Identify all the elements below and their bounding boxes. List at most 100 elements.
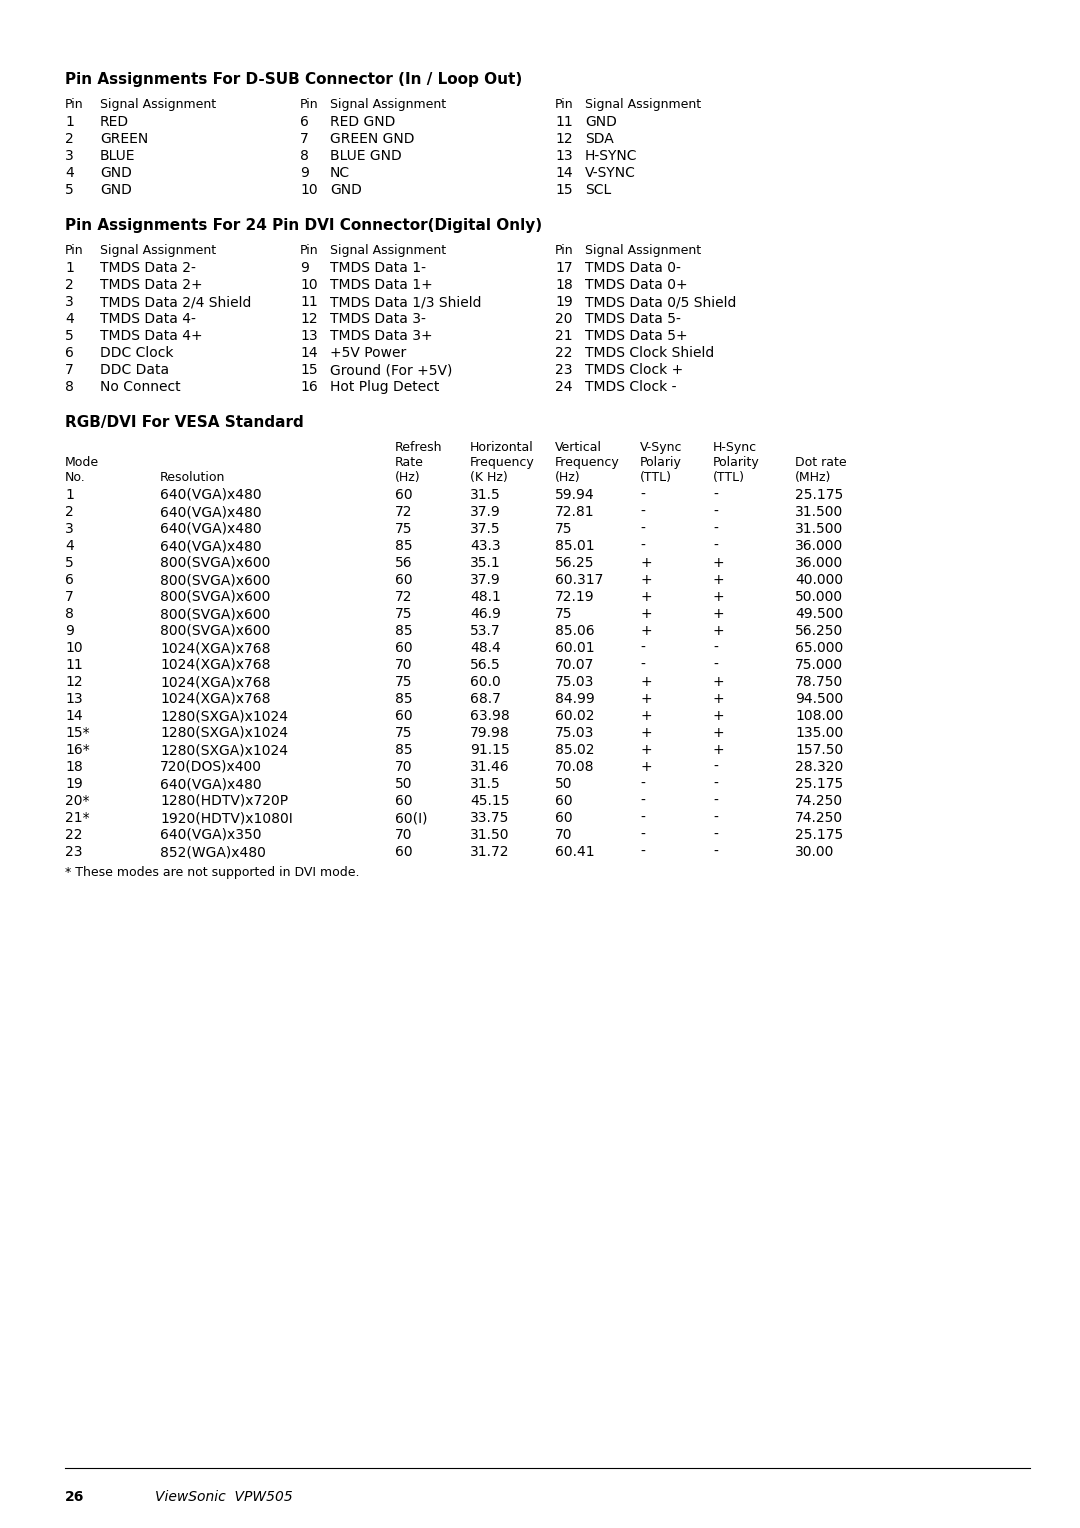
Text: 85: 85 xyxy=(395,743,413,756)
Text: +: + xyxy=(640,556,651,570)
Text: 31.500: 31.500 xyxy=(795,504,843,520)
Text: TMDS Data 2+: TMDS Data 2+ xyxy=(100,278,203,292)
Text: 40.000: 40.000 xyxy=(795,573,843,587)
Text: Dot rate: Dot rate xyxy=(795,455,847,469)
Text: * These modes are not supported in DVI mode.: * These modes are not supported in DVI m… xyxy=(65,866,360,879)
Text: TMDS Data 2-: TMDS Data 2- xyxy=(100,261,195,275)
Text: Signal Assignment: Signal Assignment xyxy=(585,244,701,257)
Text: -: - xyxy=(713,795,718,808)
Text: Pin: Pin xyxy=(300,98,319,112)
Text: 1280(SXGA)x1024: 1280(SXGA)x1024 xyxy=(160,726,288,740)
Text: 78.750: 78.750 xyxy=(795,675,843,689)
Text: 75: 75 xyxy=(395,675,413,689)
Text: 7: 7 xyxy=(65,590,73,604)
Text: DDC Clock: DDC Clock xyxy=(100,345,174,361)
Text: 72.19: 72.19 xyxy=(555,590,595,604)
Text: 640(VGA)x480: 640(VGA)x480 xyxy=(160,778,261,792)
Text: 13: 13 xyxy=(65,692,83,706)
Text: 75: 75 xyxy=(395,726,413,740)
Text: +: + xyxy=(713,726,725,740)
Text: BLUE: BLUE xyxy=(100,150,135,163)
Text: Frequency: Frequency xyxy=(470,455,535,469)
Text: 6: 6 xyxy=(65,573,73,587)
Text: 19: 19 xyxy=(555,295,572,309)
Text: Pin Assignments For 24 Pin DVI Connector(Digital Only): Pin Assignments For 24 Pin DVI Connector… xyxy=(65,219,542,232)
Text: TMDS Clock +: TMDS Clock + xyxy=(585,364,684,377)
Text: +: + xyxy=(713,743,725,756)
Text: 31.5: 31.5 xyxy=(470,487,501,503)
Text: 640(VGA)x480: 640(VGA)x480 xyxy=(160,487,261,503)
Text: -: - xyxy=(713,642,718,656)
Text: RED: RED xyxy=(100,115,130,128)
Text: Ground (For +5V): Ground (For +5V) xyxy=(330,364,453,377)
Text: +: + xyxy=(640,623,651,639)
Text: 6: 6 xyxy=(65,345,73,361)
Text: V-SYNC: V-SYNC xyxy=(585,167,636,180)
Text: ViewSonic  VPW505: ViewSonic VPW505 xyxy=(156,1490,293,1504)
Text: TMDS Data 0-: TMDS Data 0- xyxy=(585,261,680,275)
Text: +: + xyxy=(640,709,651,723)
Text: TMDS Data 3+: TMDS Data 3+ xyxy=(330,329,433,342)
Text: 1: 1 xyxy=(65,487,73,503)
Text: 800(SVGA)x600: 800(SVGA)x600 xyxy=(160,556,270,570)
Text: Pin: Pin xyxy=(65,244,83,257)
Text: 60: 60 xyxy=(395,642,413,656)
Text: 79.98: 79.98 xyxy=(470,726,510,740)
Text: 43.3: 43.3 xyxy=(470,539,501,553)
Text: 60: 60 xyxy=(395,487,413,503)
Text: 15*: 15* xyxy=(65,726,90,740)
Text: 37.5: 37.5 xyxy=(470,523,501,536)
Text: 36.000: 36.000 xyxy=(795,556,843,570)
Text: 56.5: 56.5 xyxy=(470,659,501,672)
Text: 75: 75 xyxy=(395,523,413,536)
Text: 1024(XGA)x768: 1024(XGA)x768 xyxy=(160,642,270,656)
Text: 60.0: 60.0 xyxy=(470,675,501,689)
Text: 5: 5 xyxy=(65,556,73,570)
Text: SCL: SCL xyxy=(585,183,611,197)
Text: Refresh: Refresh xyxy=(395,442,443,454)
Text: Horizontal: Horizontal xyxy=(470,442,534,454)
Text: 50: 50 xyxy=(395,778,413,792)
Text: 56.250: 56.250 xyxy=(795,623,843,639)
Text: +: + xyxy=(713,573,725,587)
Text: 31.50: 31.50 xyxy=(470,828,510,842)
Text: -: - xyxy=(640,487,645,503)
Text: 20*: 20* xyxy=(65,795,90,808)
Text: -: - xyxy=(640,523,645,536)
Text: V-Sync: V-Sync xyxy=(640,442,683,454)
Text: 21*: 21* xyxy=(65,811,90,825)
Text: 640(VGA)x480: 640(VGA)x480 xyxy=(160,523,261,536)
Text: (MHz): (MHz) xyxy=(795,471,832,484)
Text: Pin Assignments For D-SUB Connector (In / Loop Out): Pin Assignments For D-SUB Connector (In … xyxy=(65,72,523,87)
Text: 1024(XGA)x768: 1024(XGA)x768 xyxy=(160,692,270,706)
Text: Pin: Pin xyxy=(555,98,573,112)
Text: 1024(XGA)x768: 1024(XGA)x768 xyxy=(160,675,270,689)
Text: 18: 18 xyxy=(65,759,83,775)
Text: 60: 60 xyxy=(395,709,413,723)
Text: 59.94: 59.94 xyxy=(555,487,595,503)
Text: 8: 8 xyxy=(65,607,73,620)
Text: 10: 10 xyxy=(300,278,318,292)
Text: 37.9: 37.9 xyxy=(470,504,501,520)
Text: No.: No. xyxy=(65,471,85,484)
Text: 4: 4 xyxy=(65,312,73,325)
Text: 94.500: 94.500 xyxy=(795,692,843,706)
Text: 20: 20 xyxy=(555,312,572,325)
Text: 60.41: 60.41 xyxy=(555,845,595,859)
Text: 800(SVGA)x600: 800(SVGA)x600 xyxy=(160,573,270,587)
Text: 33.75: 33.75 xyxy=(470,811,510,825)
Text: 1280(HDTV)x720P: 1280(HDTV)x720P xyxy=(160,795,288,808)
Text: -: - xyxy=(713,778,718,792)
Text: +: + xyxy=(640,675,651,689)
Text: 11: 11 xyxy=(300,295,318,309)
Text: Signal Assignment: Signal Assignment xyxy=(100,244,216,257)
Text: 2: 2 xyxy=(65,131,73,147)
Text: 10: 10 xyxy=(65,642,83,656)
Text: 70.07: 70.07 xyxy=(555,659,594,672)
Text: +: + xyxy=(640,590,651,604)
Text: 72: 72 xyxy=(395,504,413,520)
Text: GND: GND xyxy=(330,183,362,197)
Text: 3: 3 xyxy=(65,523,73,536)
Text: 53.7: 53.7 xyxy=(470,623,501,639)
Text: 60.02: 60.02 xyxy=(555,709,594,723)
